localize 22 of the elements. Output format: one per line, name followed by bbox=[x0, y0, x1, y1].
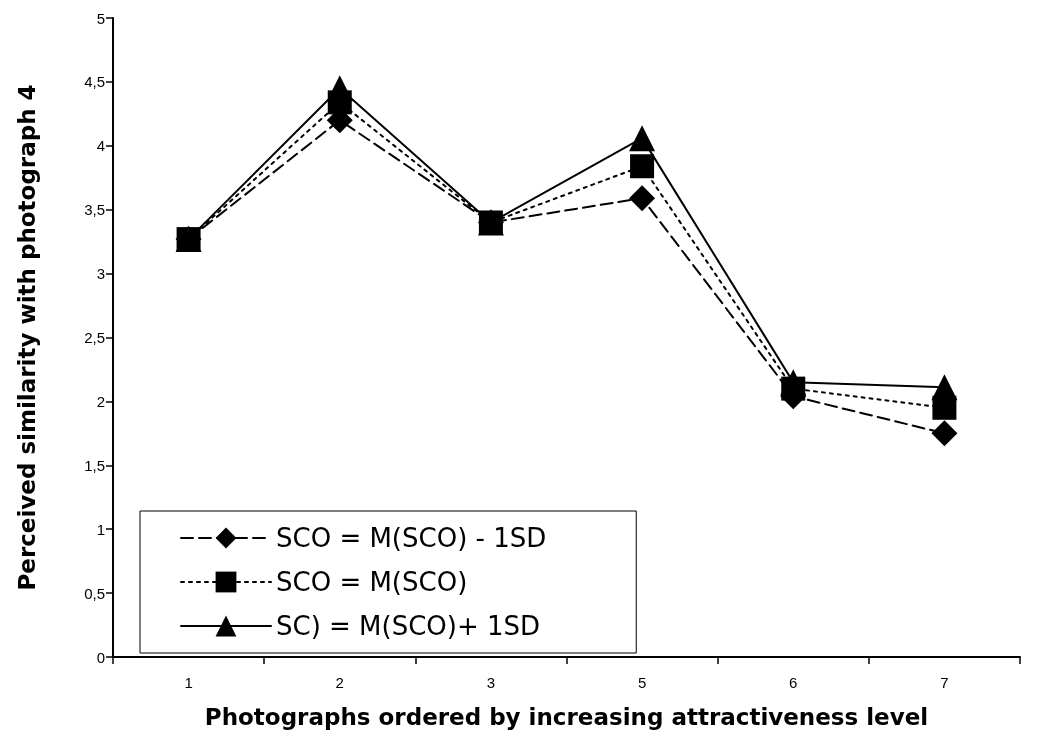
y-tick-label: 4,5 bbox=[84, 73, 105, 91]
y-tick-label: 4 bbox=[96, 137, 105, 155]
y-axis-title: Perceived similarity with photograph 4 bbox=[13, 84, 40, 591]
x-tick-label: 7 bbox=[940, 674, 949, 691]
y-tick-label: 2 bbox=[96, 392, 105, 410]
y-tick-label: 0,5 bbox=[84, 584, 105, 602]
y-tick-label: 1 bbox=[96, 520, 105, 538]
x-tick-label: 1 bbox=[184, 674, 193, 691]
y-tick-label: 0 bbox=[96, 648, 105, 666]
y-tick-label: 1,5 bbox=[84, 456, 105, 474]
legend-label: SC) = M(SCO)+ 1SD bbox=[276, 611, 541, 641]
y-tick-label: 3 bbox=[96, 265, 105, 283]
legend-label: SCO = M(SCO) bbox=[276, 567, 468, 597]
y-tick-label: 5 bbox=[96, 9, 105, 27]
y-tick-label: 3,5 bbox=[84, 201, 105, 219]
x-tick-label: 5 bbox=[637, 674, 647, 691]
x-tick-label: 3 bbox=[486, 674, 496, 691]
x-tick-label: 6 bbox=[789, 674, 798, 691]
x-axis-title: Photographs ordered by increasing attractiveness level bbox=[204, 703, 929, 730]
x-tick-label: 2 bbox=[335, 674, 344, 691]
legend-label: SCO = M(SCO) - 1SD bbox=[276, 523, 547, 553]
y-tick-label: 2,5 bbox=[84, 329, 105, 346]
